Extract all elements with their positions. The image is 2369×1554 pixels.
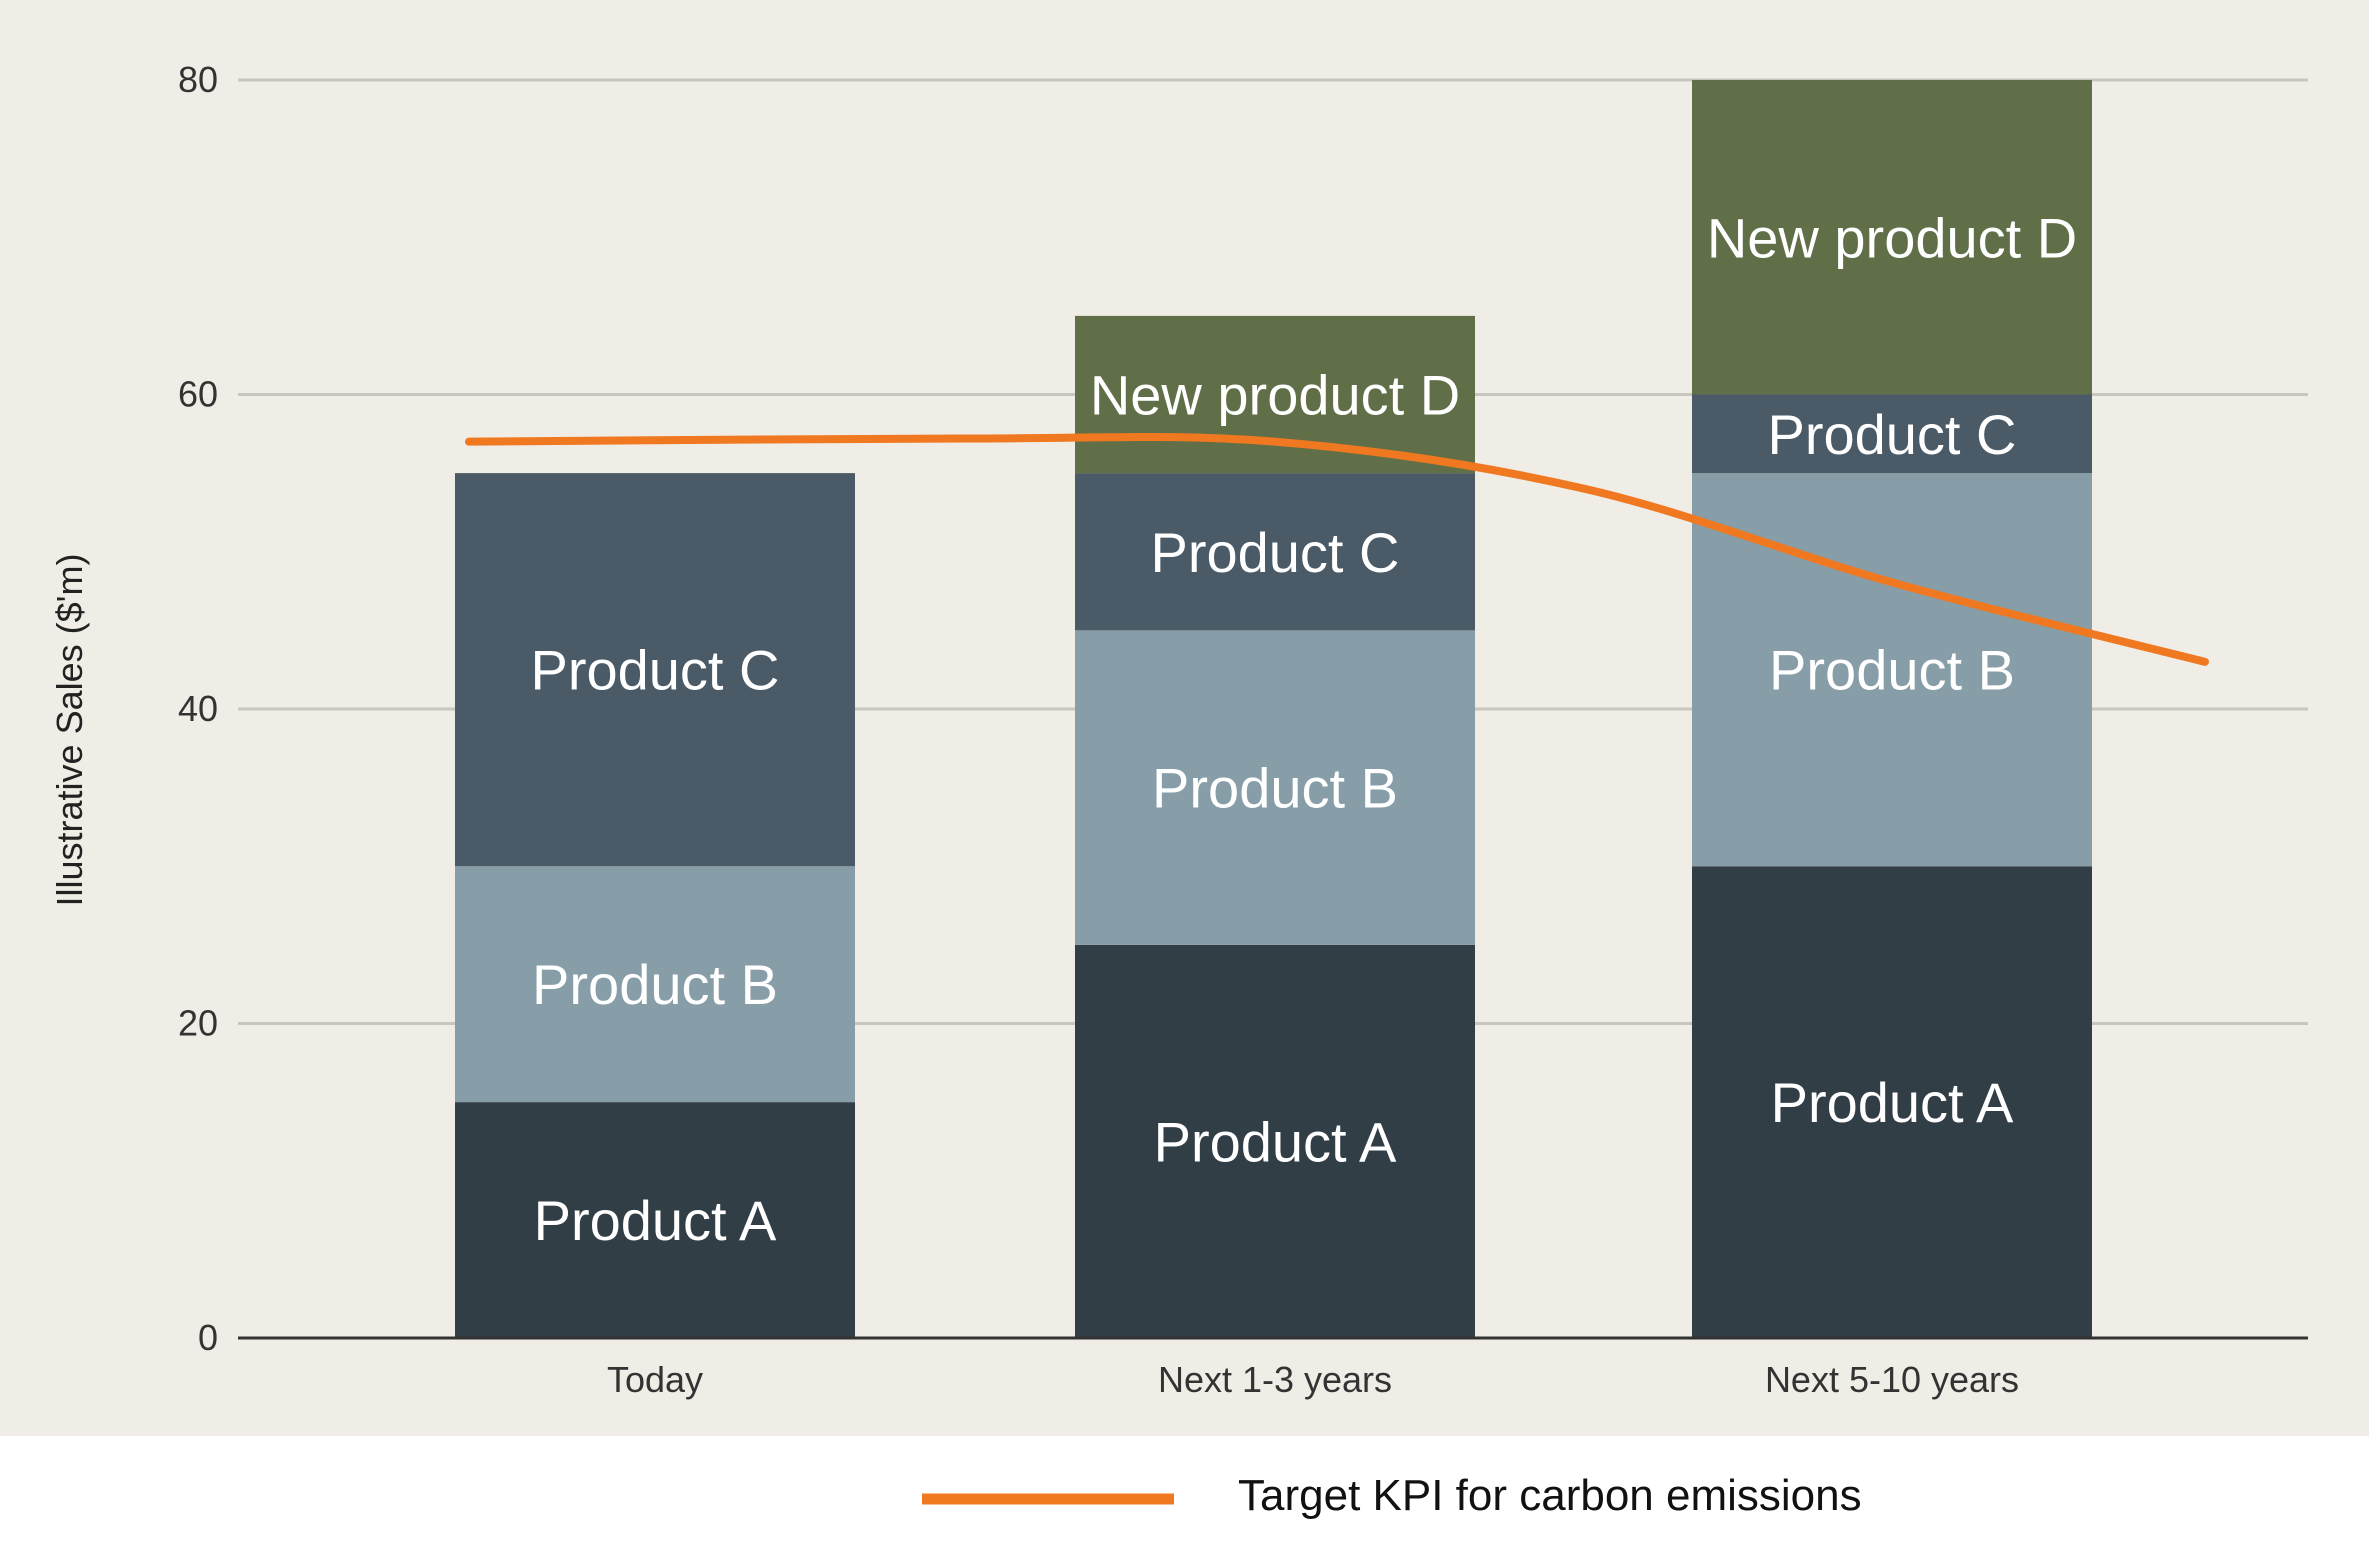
y-tick-label-80: 80 xyxy=(178,59,218,100)
x-axis-category-labels: Today Next 1-3 years Next 5-10 years xyxy=(607,1359,2019,1400)
bar-label-product-c-3: Product C xyxy=(1768,403,2017,466)
y-axis-ticks: 0 20 40 60 80 xyxy=(178,59,218,1358)
bar-label-product-c-2: Product C xyxy=(1151,521,1400,584)
x-category-label-3: Next 5-10 years xyxy=(1765,1359,2019,1400)
y-axis-title: Illustrative Sales ($'m) xyxy=(49,554,90,907)
bar-product-a-2 xyxy=(1075,944,1475,1338)
bar-label-product-a-3: Product A xyxy=(1771,1071,2014,1134)
y-tick-label-40: 40 xyxy=(178,688,218,729)
bar-new-product-d-2 xyxy=(1075,315,1475,474)
bar-product-b-2 xyxy=(1075,630,1475,945)
y-tick-label-60: 60 xyxy=(178,374,218,415)
bar-product-c-1 xyxy=(455,473,855,867)
y-tick-label-20: 20 xyxy=(178,1003,218,1044)
bar-label-product-c-1: Product C xyxy=(531,639,780,702)
legend: Target KPI for carbon emissions xyxy=(922,1471,1862,1520)
bar-new-product-d-3 xyxy=(1692,80,2092,395)
bar-product-c-2 xyxy=(1075,473,1475,631)
legend-label-kpi: Target KPI for carbon emissions xyxy=(1238,1471,1862,1520)
bar-product-c-3 xyxy=(1692,394,2092,474)
bar-product-a-1 xyxy=(455,1102,855,1338)
bars: Product A Product B Product C Product A Prod… xyxy=(455,80,2092,1338)
kpi-line-layer xyxy=(465,432,2209,666)
y-tick-label-0: 0 xyxy=(198,1317,218,1358)
kpi-line xyxy=(465,432,2209,666)
bar-label-product-b-1: Product B xyxy=(532,953,778,1016)
bar-label-product-b-2: Product B xyxy=(1152,757,1398,820)
bar-label-product-a-1: Product A xyxy=(534,1189,777,1252)
x-category-label-2: Next 1-3 years xyxy=(1158,1359,1392,1400)
bar-label-product-a-2: Product A xyxy=(1154,1110,1397,1173)
bar-label-product-b-3: Product B xyxy=(1769,639,2015,702)
bar-label-new-product-d-2: New product D xyxy=(1090,364,1460,427)
bar-label-new-product-d-3: New product D xyxy=(1707,206,2077,269)
bar-product-b-1 xyxy=(455,866,855,1103)
x-category-label-1: Today xyxy=(607,1359,703,1400)
bar-product-a-3 xyxy=(1692,866,2092,1338)
